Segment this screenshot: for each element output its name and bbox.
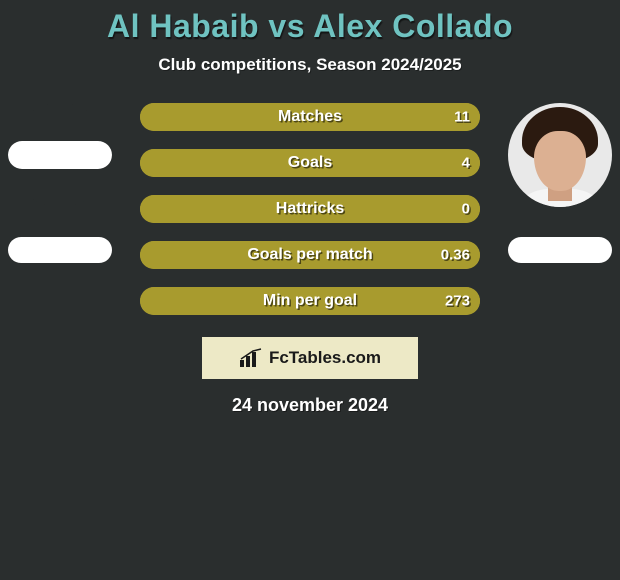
page-title: Al Habaib vs Alex Collado — [0, 0, 620, 45]
stat-bar-right-value: 273 — [445, 293, 470, 310]
page-subtitle: Club competitions, Season 2024/2025 — [0, 55, 620, 75]
avatar-placeholder-ellipse — [8, 141, 112, 169]
player-right-avatar — [508, 103, 612, 207]
comparison-arena: Matches 11 Goals 4 Hattricks 0 Goals per match… — [0, 103, 620, 315]
stat-bar-label: Min per goal — [263, 292, 357, 310]
stat-bar: Hattricks 0 — [140, 195, 480, 223]
stat-bar: Min per goal 273 — [140, 287, 480, 315]
stat-bar: Goals 4 — [140, 149, 480, 177]
stat-bar-label: Hattricks — [276, 200, 344, 218]
source-logo: FcTables.com — [202, 337, 418, 379]
player-right-stack — [500, 103, 620, 263]
player-left-stack — [0, 103, 120, 263]
stat-bars: Matches 11 Goals 4 Hattricks 0 Goals per match… — [140, 103, 480, 315]
stat-bar: Matches 11 — [140, 103, 480, 131]
stat-bar-label: Goals per match — [247, 246, 372, 264]
source-logo-text: FcTables.com — [269, 348, 381, 368]
player-right-club-badge — [508, 237, 612, 263]
stat-bar-label: Goals — [288, 154, 332, 172]
player-left-avatar — [8, 103, 112, 207]
stat-bar-label: Matches — [278, 108, 342, 126]
bars-icon — [239, 348, 263, 368]
snapshot-date: 24 november 2024 — [0, 395, 620, 416]
stat-bar-right-value: 0 — [462, 201, 470, 218]
stat-bar-right-value: 0.36 — [441, 247, 470, 264]
player-left-club-badge — [8, 237, 112, 263]
stat-bar-right-value: 11 — [454, 109, 470, 126]
stat-bar: Goals per match 0.36 — [140, 241, 480, 269]
stat-bar-right-value: 4 — [462, 155, 470, 172]
player-right-face-icon — [508, 103, 612, 207]
comparison-card: Al Habaib vs Alex Collado Club competiti… — [0, 0, 620, 580]
